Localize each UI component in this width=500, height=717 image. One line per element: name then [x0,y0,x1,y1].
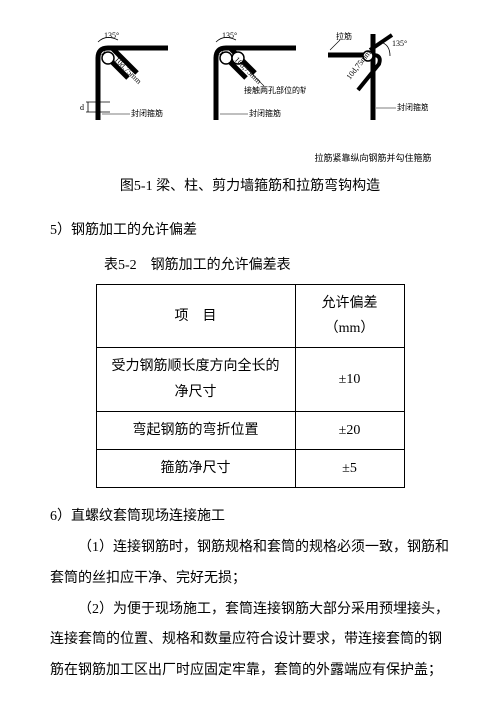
header-tolerance: 允许偏差（mm） [295,284,404,347]
tie-label: 拉筋 [336,31,352,41]
closed-stirrup-label-b: 封闭箍筋 [249,108,281,118]
angle-label-b: 135° [222,31,237,40]
table-caption: 表5-2 钢筋加工的允许偏差表 [104,251,450,282]
table-row: 弯起钢筋的弯折位置 ±20 [96,411,404,449]
touch-label: 接触两孔部位的轨迹 [244,85,306,95]
tie-note: 拉筋紧靠纵向钢筋并勾住箍筋 [314,153,431,164]
table-row: 箍筋净尺寸 ±5 [96,449,404,487]
section-6-heading: 6）直螺纹套筒现场连接施工 [50,502,450,533]
paragraph-2: （2）为便于现场施工，套筒连接钢筋大部分采用预埋接头，连接套筒的位置、规格和数量… [50,595,450,687]
header-item: 项 目 [96,284,295,347]
d-dimension-label: d [80,103,84,112]
diagram-c: 135° 拉筋 10d,75mm 封闭箍筋 拉筋紧靠纵向钢筋并勾住箍筋 [314,30,431,164]
cell-item: 箍筋净尺寸 [96,449,295,487]
table-row: 受力钢筋顺长度方向全长的净尺寸 ±10 [96,348,404,411]
cell-item: 弯起钢筋的弯折位置 [96,411,295,449]
cell-tol: ±20 [295,411,404,449]
angle-label-c: 135° [392,39,407,48]
cell-tol: ±10 [295,348,404,411]
closed-stirrup-label: 封闭箍筋 [131,108,163,118]
section-5-heading: 5）钢筋加工的允许偏差 [50,216,450,247]
stirrup-hook-double-icon: 135° 10d,75mm 接触两孔部位的轨迹 封闭箍筋 [186,30,306,130]
tolerance-table: 项 目 允许偏差（mm） 受力钢筋顺长度方向全长的净尺寸 ±10 弯起钢筋的弯折… [96,284,405,488]
tie-hook-icon: 135° 拉筋 10d,75mm 封闭箍筋 [318,30,428,140]
table-header-row: 项 目 允许偏差（mm） [96,284,404,347]
diagram-b: 135° 10d,75mm 接触两孔部位的轨迹 封闭箍筋 [186,30,306,164]
angle-label: 135° [104,31,119,40]
paragraph-1: （1）连接钢筋时，钢筋规格和套筒的规格必须一致，钢筋和套筒的丝扣应干净、完好无损… [50,533,450,595]
cell-tol: ±5 [295,449,404,487]
stirrup-hook-icon: 135° 10d,75mm d 封闭箍筋 [68,30,178,130]
figure-5-1-diagrams: 135° 10d,75mm d 封闭箍筋 135° 10d,75mm 接触两孔部… [50,30,450,164]
closed-stirrup-label-c: 封闭箍筋 [397,102,428,112]
diagram-a: 135° 10d,75mm d 封闭箍筋 [68,30,178,164]
figure-caption: 图5-1 梁、柱、剪力墙箍筋和拉筋弯钩构造 [50,172,450,203]
cell-item: 受力钢筋顺长度方向全长的净尺寸 [96,348,295,411]
